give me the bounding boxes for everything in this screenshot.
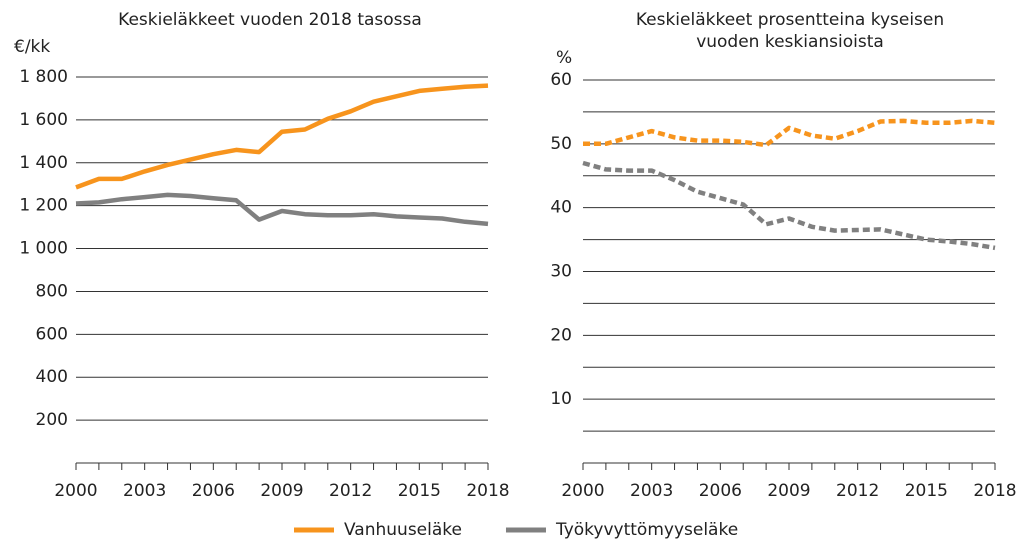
x-tick-label: 2000 [54,481,97,501]
y-tick-label: 1 000 [19,239,68,259]
series-line [583,118,996,148]
y-tick-label: 20 [550,325,572,345]
y-tick-label: 600 [36,324,68,344]
x-tick-label: 2012 [329,481,372,501]
x-tick-label: 2000 [561,481,604,501]
y-tick-label: 1 600 [19,110,68,130]
y-axis-label: €/kk [14,37,50,57]
y-tick-label: 400 [36,367,68,387]
x-tick-label: 2015 [398,481,441,501]
legend-label: Vanhuuseläke [344,520,462,540]
y-tick-label: 30 [550,262,572,282]
chart-title: Keskieläkkeet prosentteina kyseisen [636,10,944,30]
x-tick-label: 2012 [836,481,879,501]
series-line [582,160,996,251]
x-tick-label: 2009 [260,481,303,501]
x-tick-label: 2015 [905,481,948,501]
y-tick-label: 10 [550,389,572,409]
x-tick-label: 2003 [123,481,166,501]
x-tick-label: 2003 [630,481,673,501]
x-tick-label: 2009 [767,481,810,501]
y-tick-label: 1 800 [19,67,68,87]
series-line [75,83,489,190]
y-tick-label: 1 200 [19,196,68,216]
x-tick-label: 2006 [699,481,742,501]
y-tick-label: 200 [36,410,68,430]
y-tick-label: 800 [36,281,68,301]
x-tick-label: 2006 [192,481,235,501]
y-tick-label: 40 [550,198,572,218]
y-axis-label: % [556,48,572,68]
y-tick-label: 60 [550,70,572,90]
chart-title: Keskieläkkeet vuoden 2018 tasossa [118,10,422,30]
legend-label: Työkyvyttömyyseläke [555,520,738,540]
x-tick-label: 2018 [466,481,509,501]
series-line [75,192,489,227]
x-tick-label: 2018 [973,481,1016,501]
y-tick-label: 1 400 [19,153,68,173]
chart-title: vuoden keskiansioista [696,32,884,52]
y-tick-label: 50 [550,134,572,154]
